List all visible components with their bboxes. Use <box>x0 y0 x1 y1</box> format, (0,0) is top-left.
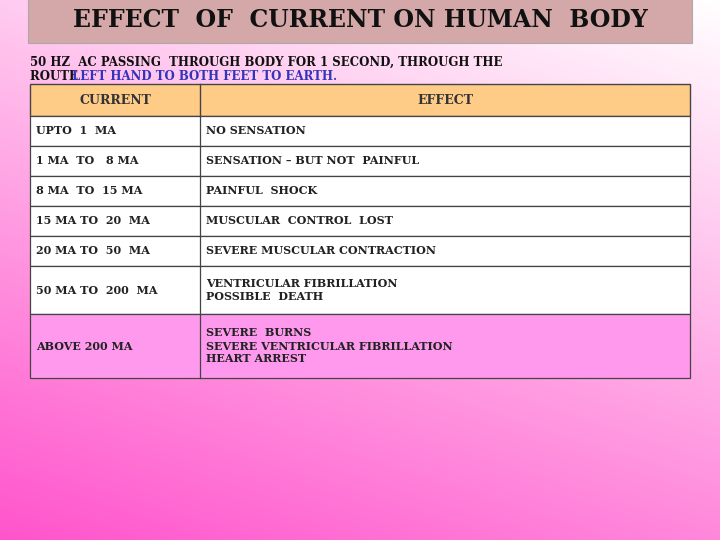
Text: CURRENT: CURRENT <box>79 93 151 106</box>
Text: VENTRICULAR FIBRILLATION: VENTRICULAR FIBRILLATION <box>206 278 397 289</box>
Text: LEFT HAND TO BOTH FEET TO EARTH.: LEFT HAND TO BOTH FEET TO EARTH. <box>72 70 337 83</box>
Text: 1 MA  TO   8 MA: 1 MA TO 8 MA <box>36 156 138 166</box>
Text: 8 MA  TO  15 MA: 8 MA TO 15 MA <box>36 186 143 197</box>
Text: 50 HZ  AC PASSING  THROUGH BODY FOR 1 SECOND, THROUGH THE: 50 HZ AC PASSING THROUGH BODY FOR 1 SECO… <box>30 56 503 69</box>
Text: EFFECT: EFFECT <box>417 93 473 106</box>
FancyBboxPatch shape <box>30 116 690 146</box>
Text: HEART ARREST: HEART ARREST <box>206 354 306 364</box>
Text: 20 MA TO  50  MA: 20 MA TO 50 MA <box>36 246 150 256</box>
Text: SEVERE MUSCULAR CONTRACTION: SEVERE MUSCULAR CONTRACTION <box>206 246 436 256</box>
FancyBboxPatch shape <box>30 146 690 176</box>
FancyBboxPatch shape <box>30 84 690 116</box>
Text: 50 MA TO  200  MA: 50 MA TO 200 MA <box>36 285 158 295</box>
Text: SENSATION – BUT NOT  PAINFUL: SENSATION – BUT NOT PAINFUL <box>206 156 419 166</box>
Text: UPTO  1  MA: UPTO 1 MA <box>36 125 116 137</box>
FancyBboxPatch shape <box>30 206 690 236</box>
Text: MUSCULAR  CONTROL  LOST: MUSCULAR CONTROL LOST <box>206 215 393 226</box>
Text: EFFECT  OF  CURRENT ON HUMAN  BODY: EFFECT OF CURRENT ON HUMAN BODY <box>73 8 647 32</box>
Text: POSSIBLE  DEATH: POSSIBLE DEATH <box>206 291 323 302</box>
Text: SEVERE  BURNS: SEVERE BURNS <box>206 327 311 339</box>
FancyBboxPatch shape <box>30 266 690 314</box>
Text: NO SENSATION: NO SENSATION <box>206 125 306 137</box>
FancyBboxPatch shape <box>30 236 690 266</box>
Text: ABOVE 200 MA: ABOVE 200 MA <box>36 341 132 352</box>
Text: 15 MA TO  20  MA: 15 MA TO 20 MA <box>36 215 150 226</box>
FancyBboxPatch shape <box>30 176 690 206</box>
Text: SEVERE VENTRICULAR FIBRILLATION: SEVERE VENTRICULAR FIBRILLATION <box>206 341 453 352</box>
FancyBboxPatch shape <box>28 0 692 43</box>
Text: PAINFUL  SHOCK: PAINFUL SHOCK <box>206 186 317 197</box>
FancyBboxPatch shape <box>30 314 690 378</box>
Text: ROUTE: ROUTE <box>30 70 82 83</box>
